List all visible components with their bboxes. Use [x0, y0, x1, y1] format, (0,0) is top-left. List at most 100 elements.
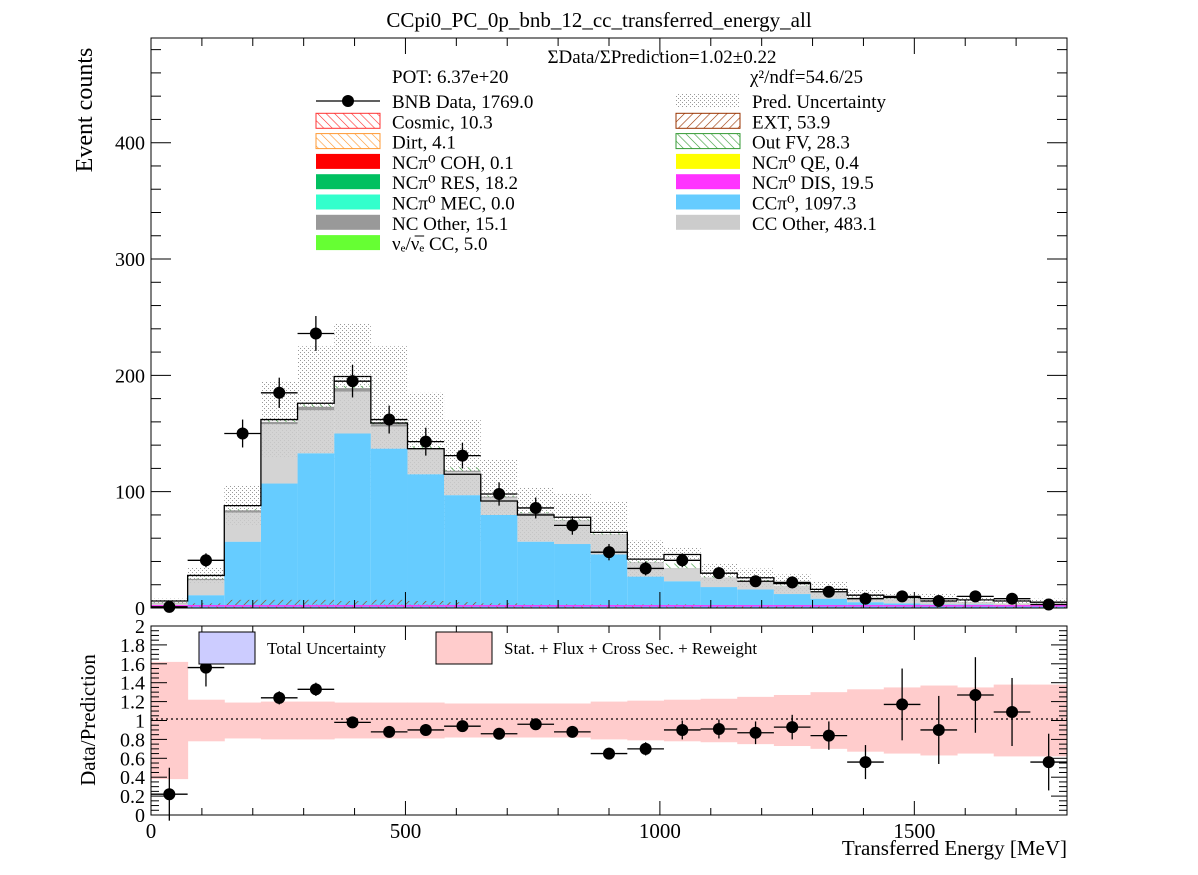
pot-text: POT: 6.37e+20 — [392, 67, 508, 88]
legend-swatch — [316, 235, 380, 251]
data-point — [969, 590, 982, 603]
data-point — [822, 585, 835, 598]
ratio-point — [639, 742, 652, 755]
ratio-point — [346, 716, 359, 729]
bar-ncdis — [957, 605, 994, 607]
ratio-point — [749, 726, 762, 739]
legend-swatch — [676, 174, 740, 190]
bar-outfv — [187, 578, 225, 579]
bar-cosmic — [554, 606, 591, 608]
data-point — [712, 567, 725, 580]
bar-cc — [224, 541, 261, 608]
legend-swatch — [315, 133, 381, 150]
legend-label: BNB Data, 1769.0 — [392, 92, 533, 113]
legend-label: NCπ⁰ COH, 0.1 — [392, 153, 514, 174]
bar-cosmic — [627, 606, 664, 608]
legend-label: Out FV, 28.3 — [752, 133, 850, 154]
x-tick-label: 1000 — [639, 819, 681, 843]
y-axis-label: Event counts — [72, 48, 98, 173]
bar-ext — [297, 599, 335, 605]
bar-ccother — [773, 585, 811, 595]
y-tick-label: 100 — [115, 482, 145, 504]
data-point — [749, 575, 762, 588]
bar-cc — [370, 448, 408, 608]
ratio-point — [419, 723, 432, 736]
ratio-axes: 00.20.40.60.811.21.41.61.82 0 500 1000 1500 — [120, 616, 1068, 843]
ratio-y-tick-label: 1.2 — [120, 692, 145, 714]
bar-ext — [993, 606, 1031, 608]
bar-ncdis — [737, 605, 774, 607]
bar-outfv — [590, 533, 628, 535]
legend-marker-point — [342, 95, 354, 107]
legend-label: NCπ⁰ DIS, 19.5 — [752, 173, 874, 194]
ratio-y-tick-label: 1.4 — [120, 673, 145, 695]
ratio-point — [676, 723, 689, 736]
ratio-summary: ΣData/ΣPrediction=1.02±0.22 — [547, 47, 776, 68]
bar-cosmic — [444, 605, 481, 608]
bar-outfv — [297, 404, 335, 407]
bar-cc — [700, 587, 738, 608]
legend-swatch — [676, 214, 740, 230]
legend-label: Dirt, 4.1 — [392, 133, 456, 154]
bar-cc — [517, 541, 555, 608]
ratio-legend-total: Total Uncertainty — [267, 639, 387, 658]
bar-cc — [627, 576, 664, 608]
legend-swatch — [315, 112, 381, 129]
ratio-y-tick-label: 0.4 — [120, 767, 145, 789]
data-point — [456, 449, 469, 462]
bar-ccother — [370, 426, 408, 449]
data-point — [383, 413, 396, 426]
bar-ccother — [297, 410, 335, 454]
data-point — [896, 590, 909, 603]
ratio-band-bin — [590, 701, 628, 740]
data-point — [419, 435, 432, 448]
legend-swatch — [675, 112, 741, 129]
bar-cc — [480, 514, 518, 608]
bar-cc — [773, 594, 811, 608]
y-tick-label: 400 — [115, 133, 145, 155]
bar-ncdis — [993, 605, 1031, 607]
ratio-y-tick-label: 1 — [135, 711, 145, 733]
bar-ext — [407, 601, 445, 605]
legend-swatch — [316, 174, 380, 190]
bar-ncother — [297, 406, 335, 411]
bar-ccother — [224, 512, 261, 542]
bar-cosmic — [480, 606, 518, 608]
bar-cosmic — [260, 605, 298, 608]
ratio-band-bin — [224, 702, 262, 739]
ratio-point — [859, 756, 872, 769]
legend-label: NC Other, 15.1 — [392, 214, 508, 235]
legend-swatch — [676, 93, 740, 108]
bar-ccother — [480, 497, 518, 515]
data-point — [346, 375, 359, 388]
ratio-point — [1006, 705, 1019, 718]
ratio-point — [969, 688, 982, 701]
ratio-point — [712, 723, 725, 736]
data-point — [199, 554, 212, 567]
bar-ext — [224, 599, 261, 606]
data-point — [639, 562, 652, 575]
bar-ext — [810, 606, 848, 608]
ratio-y-tick-label: 0.6 — [120, 748, 145, 770]
bar-ext — [260, 599, 298, 606]
bar-cosmic — [224, 605, 261, 608]
ratio-y-tick-label: 0.8 — [120, 729, 145, 751]
bar-cosmic — [663, 606, 701, 608]
y-tick-label: 200 — [115, 365, 145, 387]
y-tick-label: 0 — [135, 598, 145, 620]
bar-ext — [334, 601, 371, 606]
ratio-band-bin — [627, 700, 665, 741]
bar-cc — [407, 474, 445, 608]
bar-ncdis — [224, 605, 261, 607]
bar-cc — [260, 483, 298, 608]
bar-ccother — [260, 424, 298, 484]
legend-label: EXT, 53.9 — [752, 112, 830, 133]
bar-cc — [297, 453, 335, 608]
ratio-point — [896, 698, 909, 711]
bar-cc — [663, 581, 701, 608]
bar-ncdis — [810, 605, 848, 607]
legend-label: Pred. Uncertainty — [752, 92, 887, 113]
bar-ncdis — [187, 605, 225, 607]
bar-cc — [554, 544, 591, 608]
